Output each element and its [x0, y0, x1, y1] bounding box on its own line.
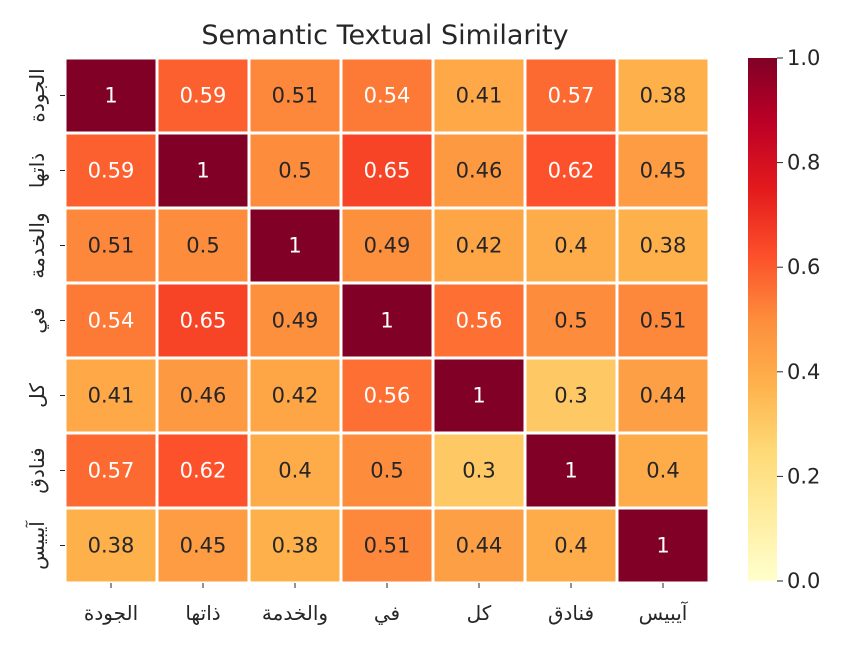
heatmap-cell — [63, 431, 159, 510]
cell-value-label: 0.44 — [640, 384, 687, 408]
y-tick-label: في — [25, 307, 50, 333]
colorbar-gradient — [748, 58, 777, 581]
y-axis-ticks: الجودة ذاتها والخدمة في كل فنادق آيبيس — [24, 68, 65, 570]
cell-value-label: 1 — [656, 534, 669, 558]
heatmap-cell — [247, 131, 343, 210]
heatmap-cell — [155, 431, 251, 510]
y-tick-label: كل — [25, 383, 49, 408]
heatmap-cell — [155, 281, 251, 360]
cell-value-label: 0.5 — [370, 459, 403, 483]
cell-value-label: 0.38 — [640, 84, 687, 108]
cell-value-label: 0.51 — [640, 309, 687, 333]
cell-value-label: 0.4 — [554, 234, 587, 258]
cell-value-label: 0.57 — [548, 84, 595, 108]
y-tick-label: آيبيس — [24, 520, 49, 570]
heatmap-cell — [615, 506, 711, 585]
heatmap-cell — [339, 506, 435, 585]
cell-value-label: 1 — [564, 459, 577, 483]
y-tick-label: الجودة — [25, 68, 49, 122]
cell-value-label: 0.3 — [554, 384, 587, 408]
colorbar-tick-label: 0.2 — [787, 464, 820, 488]
cell-value-label: 0.59 — [88, 159, 135, 183]
cell-value-label: 0.56 — [456, 309, 503, 333]
colorbar-tick-label: 0.6 — [787, 255, 820, 279]
x-tick-label: آيبيس — [639, 600, 689, 625]
colorbar-tick-label: 0.4 — [787, 360, 820, 384]
cell-value-label: 0.4 — [278, 459, 311, 483]
cell-value-label: 1 — [472, 384, 485, 408]
cell-value-label: 0.45 — [640, 159, 687, 183]
cell-value-label: 0.59 — [180, 84, 227, 108]
cell-value-label: 0.56 — [364, 384, 411, 408]
y-tick-label: والخدمة — [25, 212, 49, 278]
cell-value-label: 0.41 — [88, 384, 135, 408]
x-tick-label: كل — [467, 601, 492, 625]
heatmap-cell — [63, 281, 159, 360]
cell-value-label: 0.42 — [272, 384, 319, 408]
heatmap-cell — [523, 281, 619, 360]
cell-value-label: 0.62 — [180, 459, 227, 483]
heatmap-cell — [247, 506, 343, 585]
cell-value-label: 0.38 — [640, 234, 687, 258]
colorbar: 0.0 0.2 0.4 0.6 0.8 1.0 — [748, 46, 820, 593]
cell-value-label: 0.46 — [180, 384, 227, 408]
cell-value-label: 0.54 — [88, 309, 135, 333]
heatmap-cell — [431, 206, 527, 285]
cell-value-label: 1 — [380, 309, 393, 333]
heatmap-cell — [523, 506, 619, 585]
heatmap-cell — [247, 206, 343, 285]
colorbar-tick-label: 1.0 — [787, 46, 820, 70]
cell-value-label: 0.42 — [456, 234, 503, 258]
cell-value-label: 0.3 — [462, 459, 495, 483]
cell-value-label: 0.54 — [364, 84, 411, 108]
cell-value-label: 0.46 — [456, 159, 503, 183]
heatmap-cell — [155, 206, 251, 285]
cell-value-label: 1 — [196, 159, 209, 183]
heatmap-cell — [523, 56, 619, 135]
cell-value-label: 0.5 — [554, 309, 587, 333]
heatmap-cell — [615, 131, 711, 210]
heatmap-cells: 1 0.59 0.51 0.54 0.41 0.57 0.380.59 1 0.5 0.65 0.4… — [63, 56, 711, 585]
cell-value-label: 0.4 — [554, 534, 587, 558]
x-tick-label: فنادق — [548, 601, 594, 625]
cell-value-label: 0.65 — [180, 309, 227, 333]
cell-value-label: 0.4 — [646, 459, 679, 483]
x-tick-label: الجودة — [84, 601, 138, 625]
cell-value-label: 0.49 — [272, 309, 319, 333]
cell-value-label: 0.44 — [456, 534, 503, 558]
cell-value-label: 0.62 — [548, 159, 595, 183]
cell-value-label: 0.5 — [186, 234, 219, 258]
heatmap-cell — [523, 206, 619, 285]
cell-value-label: 0.57 — [88, 459, 135, 483]
cell-value-label: 0.38 — [272, 534, 319, 558]
heatmap-cell — [431, 131, 527, 210]
cell-value-label: 0.51 — [88, 234, 135, 258]
heatmap-cell — [615, 431, 711, 510]
colorbar-tick-label: 0.8 — [787, 151, 820, 175]
colorbar-ticks: 0.0 0.2 0.4 0.6 0.8 1.0 — [777, 46, 820, 593]
cell-value-label: 1 — [104, 84, 117, 108]
cell-value-label: 0.51 — [364, 534, 411, 558]
heatmap-cell — [615, 206, 711, 285]
x-tick-label: ذاتها — [185, 601, 220, 625]
cell-value-label: 1 — [288, 234, 301, 258]
cell-value-label: 0.49 — [364, 234, 411, 258]
chart-title: Semantic Textual Similarity — [201, 20, 568, 51]
cell-value-label: 0.51 — [272, 84, 319, 108]
y-tick-label: ذاتها — [25, 153, 49, 188]
cell-value-label: 0.5 — [278, 159, 311, 183]
y-tick-label: فنادق — [25, 447, 49, 493]
cell-value-label: 0.41 — [456, 84, 503, 108]
cell-value-label: 0.65 — [364, 159, 411, 183]
heatmap-cell — [247, 356, 343, 435]
cell-value-label: 0.38 — [88, 534, 135, 558]
x-tick-label: في — [374, 601, 400, 626]
cell-value-label: 0.45 — [180, 534, 227, 558]
colorbar-tick-label: 0.0 — [787, 569, 820, 593]
heatmap-cell — [63, 356, 159, 435]
x-tick-label: والخدمة — [262, 601, 328, 625]
x-axis-ticks: الجودة ذاتها والخدمة في كل فنادق آيبيس — [84, 583, 689, 626]
